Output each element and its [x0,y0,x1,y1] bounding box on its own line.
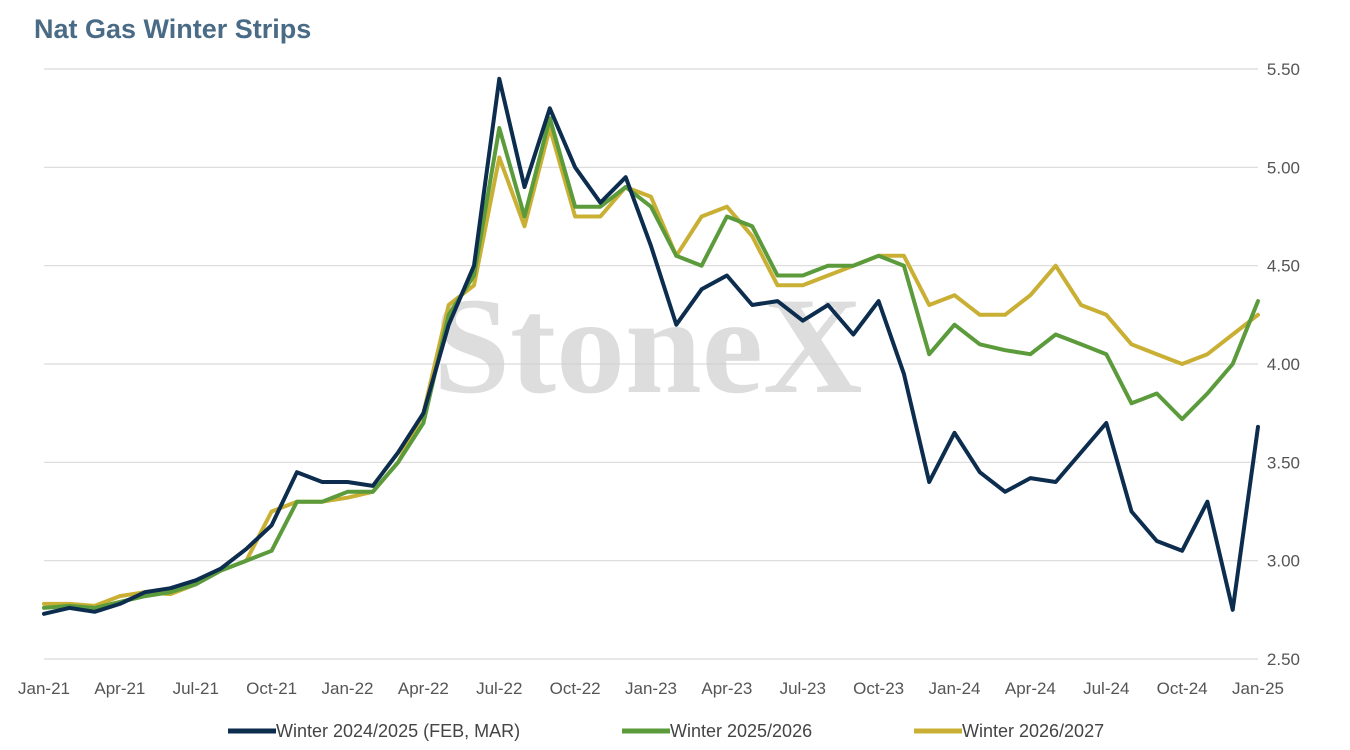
x-tick-label: Jan-22 [322,679,374,698]
y-tick-label: 5.00 [1267,158,1300,177]
y-tick-label: 3.00 [1267,552,1300,571]
series-lines [42,76,1260,616]
y-tick-label: 4.50 [1267,257,1300,276]
x-tick-label: Oct-24 [1157,679,1208,698]
x-tick-label: Oct-23 [853,679,904,698]
legend-item-3: Winter 2026/2027 [914,721,1104,741]
gridlines [44,68,1258,660]
y-axis-ticks: 5.50 5.00 4.50 4.00 3.50 3.00 2.50 [1267,60,1300,669]
x-tick-label: Apr-22 [398,679,449,698]
legend-label: Winter 2025/2026 [670,721,812,741]
x-tick-label: Apr-23 [701,679,752,698]
series-line-2 [42,116,1260,610]
legend-label: Winter 2024/2025 (FEB, MAR) [276,721,520,741]
x-axis-ticks: Jan-21 Apr-21 Jul-21 Oct-21 Jan-22 Apr-22 Jul-… [18,679,1284,698]
chart-title: Nat Gas Winter Strips [34,14,312,44]
x-tick-label: Jul-24 [1083,679,1129,698]
y-tick-label: 4.00 [1267,355,1300,374]
x-tick-label: Jan-25 [1232,679,1284,698]
y-tick-label: 2.50 [1267,650,1300,669]
x-tick-label: Jan-24 [929,679,981,698]
series-line-1 [42,76,1260,616]
x-tick-label: Apr-24 [1005,679,1056,698]
legend-item-1: Winter 2024/2025 (FEB, MAR) [228,721,520,741]
x-tick-label: Jul-23 [780,679,826,698]
x-tick-label: Oct-21 [246,679,297,698]
legend-item-2: Winter 2025/2026 [622,721,812,741]
x-tick-label: Apr-21 [94,679,145,698]
y-tick-label: 5.50 [1267,60,1300,79]
x-tick-label: Oct-22 [550,679,601,698]
y-tick-label: 3.50 [1267,453,1300,472]
x-tick-label: Jan-21 [18,679,70,698]
legend: Winter 2024/2025 (FEB, MAR) Winter 2025/2… [228,721,1104,741]
x-tick-label: Jan-23 [625,679,677,698]
x-tick-label: Jul-21 [173,679,219,698]
legend-label: Winter 2026/2027 [962,721,1104,741]
x-tick-label: Jul-22 [476,679,522,698]
watermark: StoneX [433,269,862,422]
